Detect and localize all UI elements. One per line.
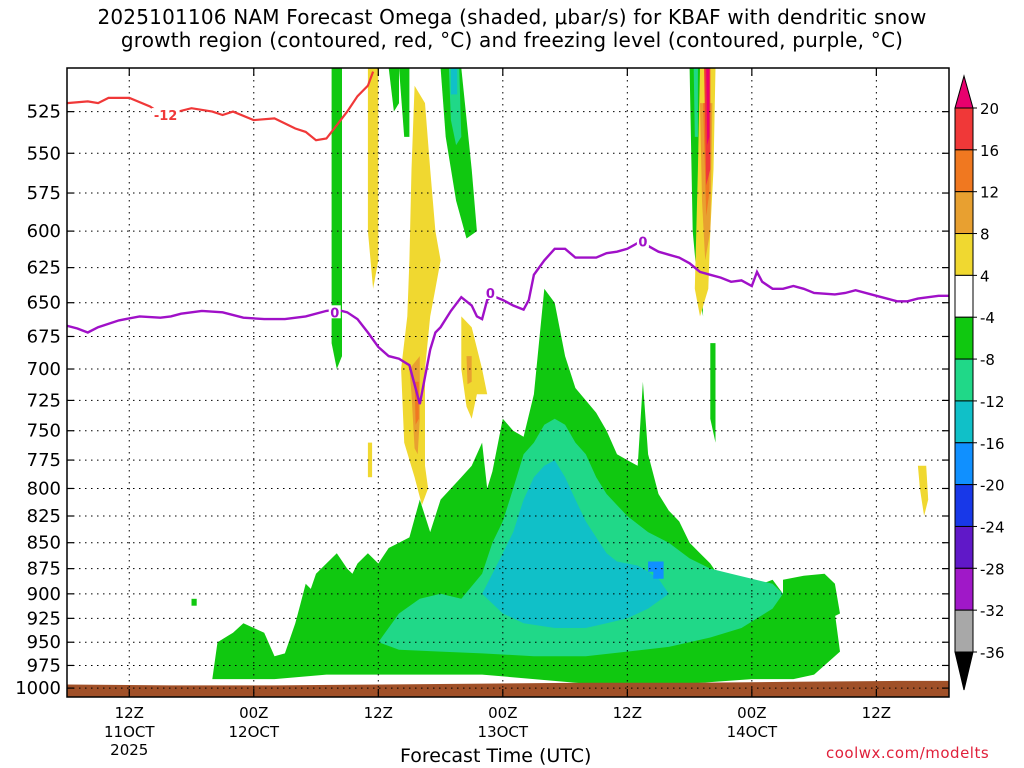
title-line-2: growth region (contoured, red, °C) and f… — [120, 28, 904, 52]
y-tick-label-675: 675 — [27, 326, 61, 347]
colorbar-bottom-triangle — [954, 651, 974, 691]
colorbar-top-triangle — [954, 74, 974, 109]
y-tick-label-775: 775 — [27, 450, 61, 471]
contour-label-bg-0 — [151, 108, 180, 122]
contour-label-0: -12 — [154, 109, 178, 124]
x-tick-date-6: 11OCT — [104, 723, 155, 741]
ground-terrain — [67, 680, 949, 697]
omega-positive-region-0 — [367, 68, 379, 289]
y-tick-label-900: 900 — [27, 584, 61, 605]
y-tick-label-1000: 1000 — [15, 678, 61, 699]
x-tick-year-6: 2025 — [110, 741, 148, 759]
omega-region-8 — [440, 68, 477, 239]
y-tick-label-600: 600 — [27, 221, 61, 242]
omega-region-14 — [191, 598, 197, 606]
colorbar-label-8: -16 — [980, 435, 1005, 453]
colorbar-swatch-10 — [954, 525, 974, 569]
contour-label-bg-3 — [636, 234, 649, 248]
omega-region-7 — [399, 68, 410, 137]
colorbar-label-4: 4 — [980, 267, 990, 285]
omega-positive-region-1 — [401, 85, 441, 506]
omega-positive-region-11 — [706, 68, 710, 146]
colorbar-swatch-0 — [954, 107, 974, 151]
omega-region-12 — [693, 68, 698, 137]
dendritic-contour-line — [67, 71, 375, 142]
freezing-level-line — [67, 241, 949, 405]
x-tick-label-78: 12Z — [862, 704, 891, 722]
x-tick-label-42: 00Z — [488, 704, 517, 722]
x-tick-label-6: 12Z — [115, 704, 144, 722]
contour-label-bg-2 — [484, 286, 497, 300]
y-tick-label-925: 925 — [27, 608, 61, 629]
colorbar-label-2: 12 — [980, 184, 999, 202]
omega-region-4 — [783, 573, 840, 624]
x-tick-date-66: 14OCT — [727, 723, 778, 741]
omega-positive-region-2 — [409, 356, 420, 455]
colorbar-swatch-8 — [954, 442, 974, 486]
y-tick-label-725: 725 — [27, 390, 61, 411]
omega-region-10 — [450, 68, 458, 95]
x-tick-label-30: 12Z — [364, 704, 393, 722]
omega-positive-region-5 — [466, 356, 472, 385]
contour-label-bg-1 — [328, 305, 341, 319]
colorbar-swatch-5 — [954, 316, 974, 360]
colorbar-swatch-12 — [954, 609, 974, 653]
colorbar-label-11: -28 — [980, 560, 1005, 578]
colorbar-swatch-4 — [954, 274, 974, 318]
x-tick-date-42: 13OCT — [478, 723, 529, 741]
y-tick-label-650: 650 — [27, 293, 61, 314]
credit-link[interactable]: coolwx.com/modelts — [826, 744, 990, 762]
contour-label-1: 0 — [330, 306, 339, 321]
omega-region-2 — [482, 460, 669, 628]
contour-label-2: 0 — [486, 287, 495, 302]
chart-title: 2025101106 NAM Forecast Omega (shaded, μ… — [0, 6, 1024, 52]
omega-region-3 — [648, 561, 664, 579]
y-tick-label-950: 950 — [27, 632, 61, 653]
y-tick-label-750: 750 — [27, 421, 61, 442]
x-axis-label: Forecast Time (UTC) — [400, 745, 592, 767]
y-tick-label-625: 625 — [27, 258, 61, 279]
y-tick-label-825: 825 — [27, 506, 61, 527]
x-tick-label-66: 00Z — [737, 704, 766, 722]
colorbar-label-1: 16 — [980, 142, 999, 160]
y-tick-label-575: 575 — [27, 183, 61, 204]
colorbar-label-13: -36 — [980, 644, 1005, 662]
x-tick-date-18: 12OCT — [229, 723, 280, 741]
omega-positive-region-12 — [917, 465, 929, 516]
colorbar-swatch-3 — [954, 233, 974, 276]
colorbar-swatch-11 — [954, 567, 974, 611]
colorbar-swatch-2 — [954, 191, 974, 235]
colorbar-label-0: 20 — [980, 100, 999, 118]
omega-region-6 — [388, 68, 399, 112]
colorbar-label-12: -32 — [980, 602, 1005, 620]
plot-frame — [66, 67, 950, 698]
omega-region-13 — [710, 343, 716, 443]
contour-label-3: 0 — [638, 235, 647, 250]
omega-positive-region-4 — [461, 316, 488, 419]
y-tick-label-975: 975 — [27, 655, 61, 676]
colorbar-swatch-7 — [954, 400, 974, 444]
plot-area: -12 0 0 0 — [67, 68, 949, 697]
colorbar-label-3: 8 — [980, 226, 990, 244]
colorbar-label-5: -4 — [980, 309, 995, 327]
colorbar-swatch-1 — [954, 149, 974, 193]
y-tick-label-850: 850 — [27, 533, 61, 554]
colorbar-swatch-6 — [954, 358, 974, 402]
y-tick-label-700: 700 — [27, 359, 61, 380]
colorbar-label-9: -20 — [980, 477, 1005, 495]
colorbar-label-6: -8 — [980, 351, 995, 369]
y-tick-label-875: 875 — [27, 559, 61, 580]
y-tick-label-550: 550 — [27, 143, 61, 164]
x-tick-label-18: 00Z — [239, 704, 268, 722]
colorbar-swatch-9 — [954, 484, 974, 527]
omega-region-5 — [331, 68, 342, 369]
colorbar-label-10: -24 — [980, 518, 1005, 536]
x-tick-label-54: 12Z — [613, 704, 642, 722]
y-tick-label-525: 525 — [27, 102, 61, 123]
y-tick-label-800: 800 — [27, 478, 61, 499]
colorbar-label-7: -12 — [980, 393, 1005, 411]
omega-positive-region-6 — [367, 442, 373, 478]
title-line-1: 2025101106 NAM Forecast Omega (shaded, μ… — [97, 5, 927, 29]
